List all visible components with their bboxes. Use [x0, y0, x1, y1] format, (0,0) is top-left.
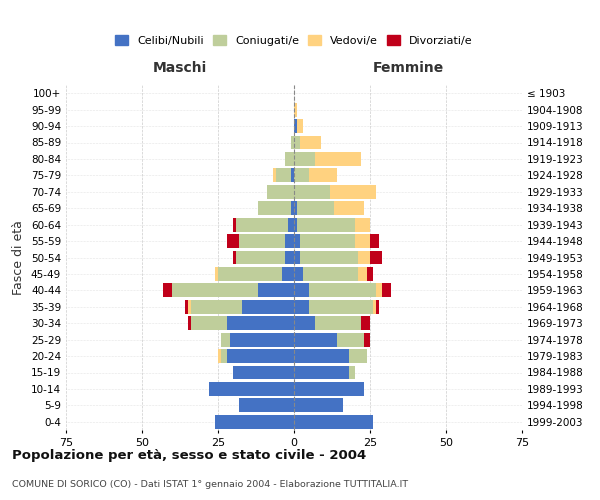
Bar — [282, 267, 294, 281]
Bar — [300, 250, 358, 264]
Bar — [294, 201, 297, 215]
Bar — [233, 218, 236, 232]
Bar — [294, 152, 315, 166]
Bar — [188, 300, 191, 314]
Bar — [233, 366, 294, 380]
Bar — [172, 284, 257, 298]
Bar — [294, 366, 349, 380]
Bar — [266, 185, 294, 199]
Bar — [285, 250, 294, 264]
Text: Femmine: Femmine — [373, 61, 443, 75]
Bar — [349, 366, 355, 380]
Bar — [361, 316, 370, 330]
Bar — [294, 234, 300, 248]
Bar — [294, 250, 300, 264]
Bar — [163, 284, 172, 298]
Bar — [218, 349, 221, 363]
Bar — [315, 152, 361, 166]
Bar — [291, 201, 294, 215]
Bar — [373, 300, 376, 314]
Bar — [227, 349, 294, 363]
Bar — [297, 119, 303, 133]
Bar — [294, 349, 349, 363]
Bar — [349, 349, 367, 363]
Bar — [257, 284, 294, 298]
Bar — [297, 218, 355, 232]
Bar — [188, 316, 191, 330]
Bar — [294, 415, 373, 429]
Bar — [294, 267, 303, 281]
Y-axis label: Fasce di età: Fasce di età — [13, 220, 25, 295]
Text: Popolazione per età, sesso e stato civile - 2004: Popolazione per età, sesso e stato civil… — [12, 450, 366, 462]
Text: Maschi: Maschi — [153, 61, 207, 75]
Bar — [273, 168, 276, 182]
Bar — [355, 234, 370, 248]
Bar — [376, 284, 382, 298]
Bar — [294, 136, 300, 149]
Bar — [294, 218, 297, 232]
Bar — [376, 300, 379, 314]
Bar — [236, 250, 285, 264]
Bar — [191, 300, 242, 314]
Bar — [294, 300, 309, 314]
Bar — [294, 119, 297, 133]
Bar — [215, 267, 218, 281]
Bar — [300, 136, 322, 149]
Bar — [382, 284, 391, 298]
Bar — [185, 300, 188, 314]
Bar — [334, 201, 364, 215]
Bar — [242, 300, 294, 314]
Bar — [227, 316, 294, 330]
Bar — [291, 136, 294, 149]
Bar — [218, 267, 282, 281]
Bar — [285, 234, 294, 248]
Bar — [294, 316, 315, 330]
Bar — [294, 102, 297, 117]
Legend: Celibi/Nubili, Coniugati/e, Vedovi/e, Divorziati/e: Celibi/Nubili, Coniugati/e, Vedovi/e, Di… — [112, 32, 476, 50]
Bar — [257, 201, 291, 215]
Bar — [221, 349, 227, 363]
Bar — [294, 284, 309, 298]
Bar — [358, 267, 367, 281]
Bar — [230, 332, 294, 346]
Bar — [209, 382, 294, 396]
Bar — [233, 250, 236, 264]
Bar — [337, 332, 364, 346]
Bar — [288, 218, 294, 232]
Bar — [294, 168, 309, 182]
Bar — [236, 218, 288, 232]
Bar — [239, 398, 294, 412]
Bar — [276, 168, 291, 182]
Bar — [331, 185, 376, 199]
Bar — [358, 250, 370, 264]
Bar — [370, 250, 382, 264]
Bar — [215, 415, 294, 429]
Bar — [303, 267, 358, 281]
Bar — [239, 234, 285, 248]
Bar — [297, 201, 334, 215]
Bar — [309, 284, 376, 298]
Bar — [355, 218, 370, 232]
Bar — [294, 398, 343, 412]
Bar — [221, 332, 230, 346]
Text: COMUNE DI SORICO (CO) - Dati ISTAT 1° gennaio 2004 - Elaborazione TUTTITALIA.IT: COMUNE DI SORICO (CO) - Dati ISTAT 1° ge… — [12, 480, 408, 489]
Bar — [285, 152, 294, 166]
Bar — [309, 300, 373, 314]
Bar — [370, 234, 379, 248]
Bar — [294, 185, 331, 199]
Bar — [291, 168, 294, 182]
Bar — [364, 332, 370, 346]
Bar — [367, 267, 373, 281]
Bar — [294, 382, 364, 396]
Bar — [309, 168, 337, 182]
Bar — [300, 234, 355, 248]
Bar — [294, 332, 337, 346]
Bar — [191, 316, 227, 330]
Bar — [227, 234, 239, 248]
Bar — [315, 316, 361, 330]
